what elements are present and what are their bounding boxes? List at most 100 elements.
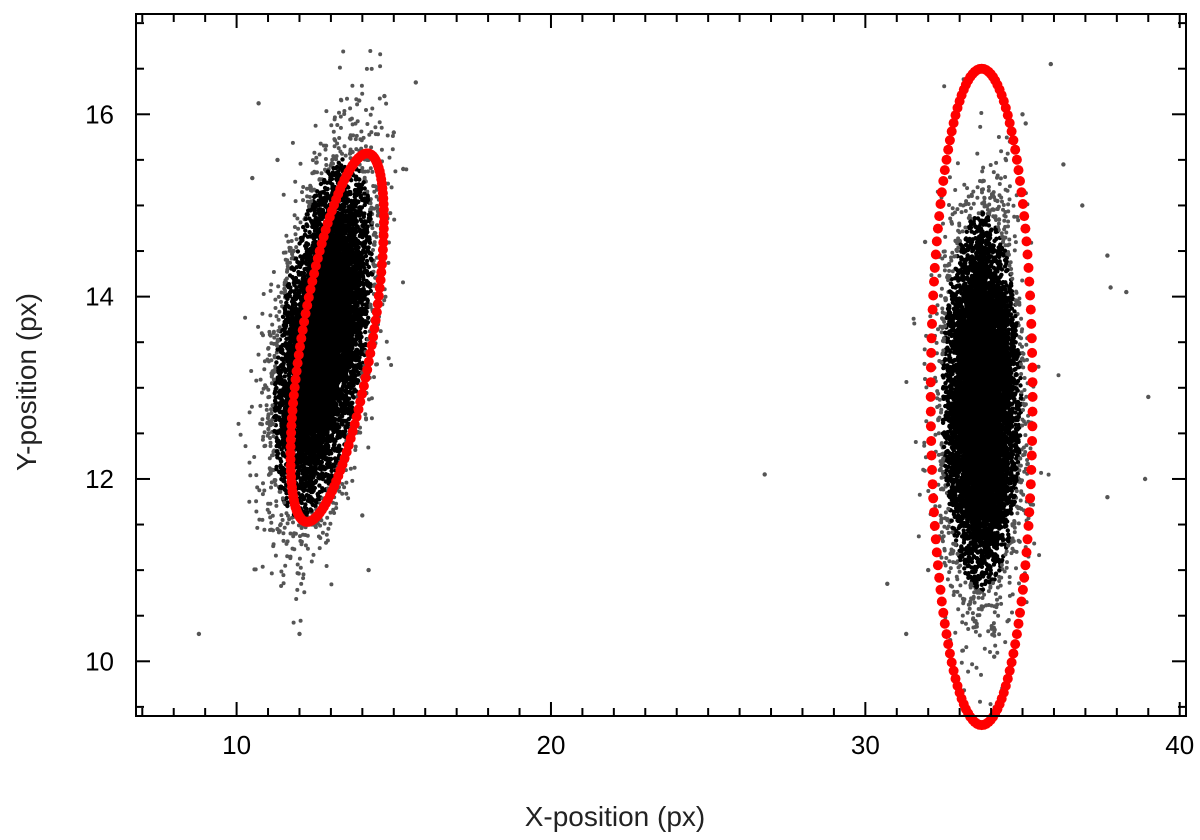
- data-point: [323, 157, 328, 161]
- data-point: [288, 556, 293, 561]
- data-point: [289, 239, 294, 243]
- data-point: [309, 559, 314, 564]
- data-point: [386, 356, 391, 361]
- data-point: [268, 444, 273, 448]
- data-point: [360, 91, 365, 96]
- data-point: [284, 495, 289, 501]
- data-point: [266, 346, 271, 351]
- data-point: [333, 166, 338, 171]
- data-point: [268, 436, 272, 440]
- data-point: [305, 533, 310, 538]
- data-point: [330, 182, 335, 187]
- data-point: [276, 284, 281, 289]
- data-point: [368, 112, 373, 117]
- data-point: [247, 499, 252, 504]
- data-point: [243, 315, 248, 320]
- data-point: [364, 108, 368, 112]
- data-point: [288, 246, 293, 250]
- data-point: [289, 256, 294, 261]
- data-point: [281, 573, 286, 578]
- data-point: [274, 499, 279, 504]
- data-point: [337, 65, 342, 70]
- data-point: [342, 144, 347, 149]
- data-point: [318, 523, 323, 528]
- data-point: [312, 150, 317, 155]
- data-point: [260, 437, 265, 442]
- data-point: [262, 367, 267, 372]
- data-point: [317, 152, 322, 157]
- data-point: [385, 133, 390, 138]
- data-point: [310, 158, 315, 163]
- data-point: [354, 147, 359, 152]
- data-point: [366, 169, 370, 174]
- data-point: [279, 569, 284, 574]
- data-point: [295, 571, 300, 576]
- data-point: [295, 587, 300, 592]
- data-point: [258, 403, 263, 408]
- data-point: [331, 161, 335, 166]
- data-point: [334, 501, 339, 506]
- data-point: [282, 374, 287, 379]
- data-point: [366, 445, 371, 450]
- data-point: [262, 488, 267, 493]
- data-point: [281, 531, 286, 536]
- data-point: [392, 217, 397, 222]
- data-point: [351, 395, 356, 400]
- data-point: [248, 473, 253, 478]
- data-point: [274, 314, 279, 319]
- data-point: [386, 260, 391, 265]
- data-point: [365, 247, 370, 252]
- data-point: [295, 216, 300, 221]
- data-point: [363, 412, 368, 417]
- data-point: [255, 525, 260, 530]
- data-point: [266, 431, 271, 436]
- data-point: [341, 49, 346, 54]
- data-point: [325, 538, 330, 543]
- data-point: [372, 375, 376, 380]
- data-point: [389, 363, 394, 367]
- data-point: [339, 414, 345, 419]
- data-point: [302, 590, 307, 595]
- data-point: [323, 147, 328, 152]
- data-point: [352, 465, 357, 470]
- data-point: [271, 270, 276, 274]
- data-point: [401, 280, 405, 285]
- data-point: [342, 109, 347, 113]
- data-point: [332, 144, 337, 149]
- data-point: [345, 96, 349, 101]
- data-point: [261, 333, 265, 338]
- data-point: [269, 485, 273, 490]
- data-point: [243, 444, 248, 449]
- data-point: [329, 582, 334, 587]
- data-point: [284, 300, 289, 305]
- data-point: [307, 230, 312, 235]
- data-point: [365, 122, 370, 126]
- data-point: [382, 298, 387, 303]
- data-point: [260, 417, 265, 422]
- data-point: [261, 292, 266, 296]
- data-point: [336, 146, 341, 151]
- data-point: [379, 125, 384, 130]
- data-point: [269, 520, 274, 525]
- data-point: [359, 129, 364, 134]
- data-point: [350, 83, 355, 88]
- data-point: [249, 369, 254, 373]
- data-point: [260, 311, 265, 316]
- data-point: [322, 521, 327, 526]
- data-point: [291, 620, 296, 625]
- data-point: [363, 329, 368, 335]
- data-point: [236, 421, 241, 426]
- data-point: [284, 233, 289, 238]
- data-point: [254, 473, 259, 478]
- data-point: [261, 434, 266, 439]
- data-point: [280, 518, 285, 522]
- data-point: [344, 480, 349, 485]
- data-point: [301, 198, 305, 203]
- data-point: [311, 552, 316, 557]
- data-point: [294, 245, 299, 250]
- data-point: [298, 618, 303, 623]
- data-point: [273, 386, 278, 391]
- data-point: [297, 556, 302, 561]
- data-point: [324, 564, 329, 568]
- data-point: [377, 96, 382, 101]
